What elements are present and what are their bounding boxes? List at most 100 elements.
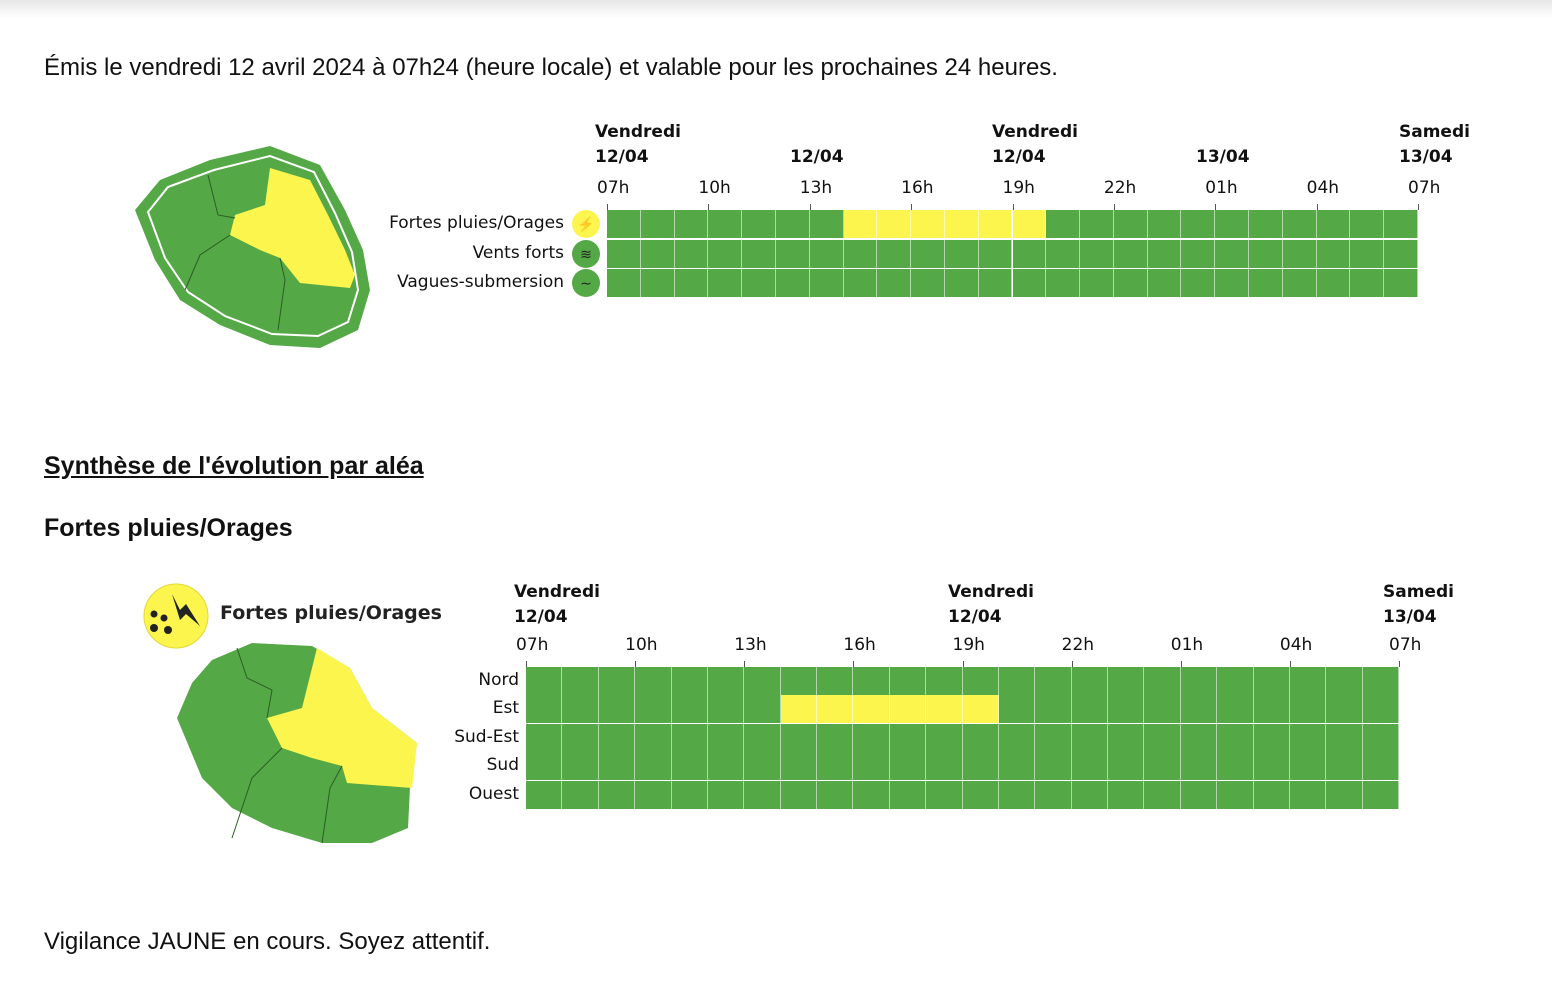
timeline-cell <box>671 724 708 752</box>
timeline-cell <box>707 752 745 780</box>
timeline-cell <box>1108 724 1145 752</box>
tick-mark <box>635 661 637 667</box>
timeline-cell <box>1215 240 1250 268</box>
timeline-cell <box>1217 695 1254 723</box>
date-header-date: 12/04 <box>790 147 844 167</box>
top-bar <box>0 0 1552 18</box>
tick-mark <box>962 661 964 667</box>
timeline-cell <box>853 695 890 723</box>
tick-mark <box>1399 661 1400 667</box>
timeline-cell <box>1316 240 1351 268</box>
timeline-cell <box>744 724 781 752</box>
timeline-cell <box>635 752 672 780</box>
timeline-cell <box>674 269 709 297</box>
timeline-cell <box>1326 724 1363 752</box>
date-header-date: 12/04 <box>948 607 1002 627</box>
timeline-cell <box>809 240 844 268</box>
date-header-date: 13/04 <box>1399 147 1453 167</box>
timeline-cell <box>944 240 979 268</box>
timeline-cell <box>780 695 817 723</box>
timeline-cell <box>1316 269 1351 297</box>
timeline-cell <box>1289 724 1327 752</box>
timeline-cell <box>926 695 963 723</box>
timeline-cell <box>926 752 963 780</box>
timeline-cell <box>978 210 1013 238</box>
timeline-cell <box>817 781 854 809</box>
timeline-cell <box>1217 781 1254 809</box>
tick-label: 13h <box>734 635 767 655</box>
rain-storm-icon: ⚡ <box>572 210 600 238</box>
timeline-cell <box>962 752 999 780</box>
timeline-cell <box>744 695 781 723</box>
tick-mark <box>1215 204 1217 210</box>
timeline-cell <box>640 240 675 268</box>
timeline-cell <box>877 269 912 297</box>
date-header-date: 12/04 <box>595 147 649 167</box>
timeline-cell <box>562 667 599 695</box>
timeline-cell <box>1080 210 1114 238</box>
timeline-cell <box>1217 752 1254 780</box>
timeline-cell <box>640 269 675 297</box>
timeline-cell <box>1046 240 1081 268</box>
row-label: Fortes pluies/Orages <box>389 213 564 233</box>
timeline-cell <box>1071 781 1108 809</box>
timeline-cell <box>1384 269 1418 297</box>
tick-mark <box>911 204 913 210</box>
timeline-cell <box>1108 695 1145 723</box>
timeline-cell <box>598 781 636 809</box>
date-header-date: 12/04 <box>992 147 1046 167</box>
timeline-cell <box>843 240 878 268</box>
timeline-cell <box>911 269 945 297</box>
timeline-cell <box>744 667 781 695</box>
timeline-cell <box>1181 269 1216 297</box>
timeline-cell <box>1282 269 1317 297</box>
timeline-cell <box>1071 752 1108 780</box>
timeline-cell <box>708 240 743 268</box>
timeline-cell <box>707 724 745 752</box>
tick-label: 01h <box>1205 178 1238 198</box>
waves-icon: ∼ <box>572 269 600 297</box>
timeline-cell <box>1035 695 1072 723</box>
timeline-cell <box>1181 240 1216 268</box>
timeline-cell <box>877 210 912 238</box>
timeline-cell <box>1108 752 1145 780</box>
tick-label: 16h <box>901 178 934 198</box>
timeline-cell <box>877 240 912 268</box>
timeline-cell <box>817 752 854 780</box>
timeline-cell <box>1113 210 1148 238</box>
timeline-cell <box>1253 781 1290 809</box>
timeline-cell <box>562 752 599 780</box>
timeline-cell <box>843 210 878 238</box>
date-header-day <box>790 120 844 145</box>
timeline-cell <box>607 240 641 268</box>
timeline-cell <box>1180 667 1218 695</box>
timeline-cell <box>742 210 776 238</box>
tick-label: 07h <box>1408 178 1441 198</box>
tick-mark <box>744 661 746 667</box>
timeline-cell <box>635 667 672 695</box>
timeline-cell <box>598 752 636 780</box>
timeline-cell <box>1071 695 1108 723</box>
timeline-cell <box>775 210 810 238</box>
timeline-cell <box>1253 667 1290 695</box>
row-label: Vagues-submersion <box>397 272 564 292</box>
timeline-cell <box>1035 667 1072 695</box>
date-header: Samedi 13/04 <box>1399 120 1470 170</box>
timeline-cell <box>607 210 641 238</box>
tick-label: 04h <box>1306 178 1340 198</box>
timeline-cell <box>598 724 636 752</box>
date-header: Vendredi 12/04 <box>595 120 681 170</box>
timeline-cell <box>1012 269 1047 297</box>
row-label: Vents forts <box>472 243 564 263</box>
timeline-cell <box>1326 695 1363 723</box>
tick-mark <box>607 204 608 210</box>
reunion-map-hazard <box>177 643 417 844</box>
row-label: Nord <box>478 670 519 690</box>
tick-mark <box>1180 661 1182 667</box>
timeline-cell <box>562 695 599 723</box>
timeline-cell <box>853 752 890 780</box>
timeline-cell <box>1113 240 1148 268</box>
tick-mark <box>1289 661 1291 667</box>
timeline-cell <box>1113 269 1148 297</box>
timeline-cell <box>1326 752 1363 780</box>
